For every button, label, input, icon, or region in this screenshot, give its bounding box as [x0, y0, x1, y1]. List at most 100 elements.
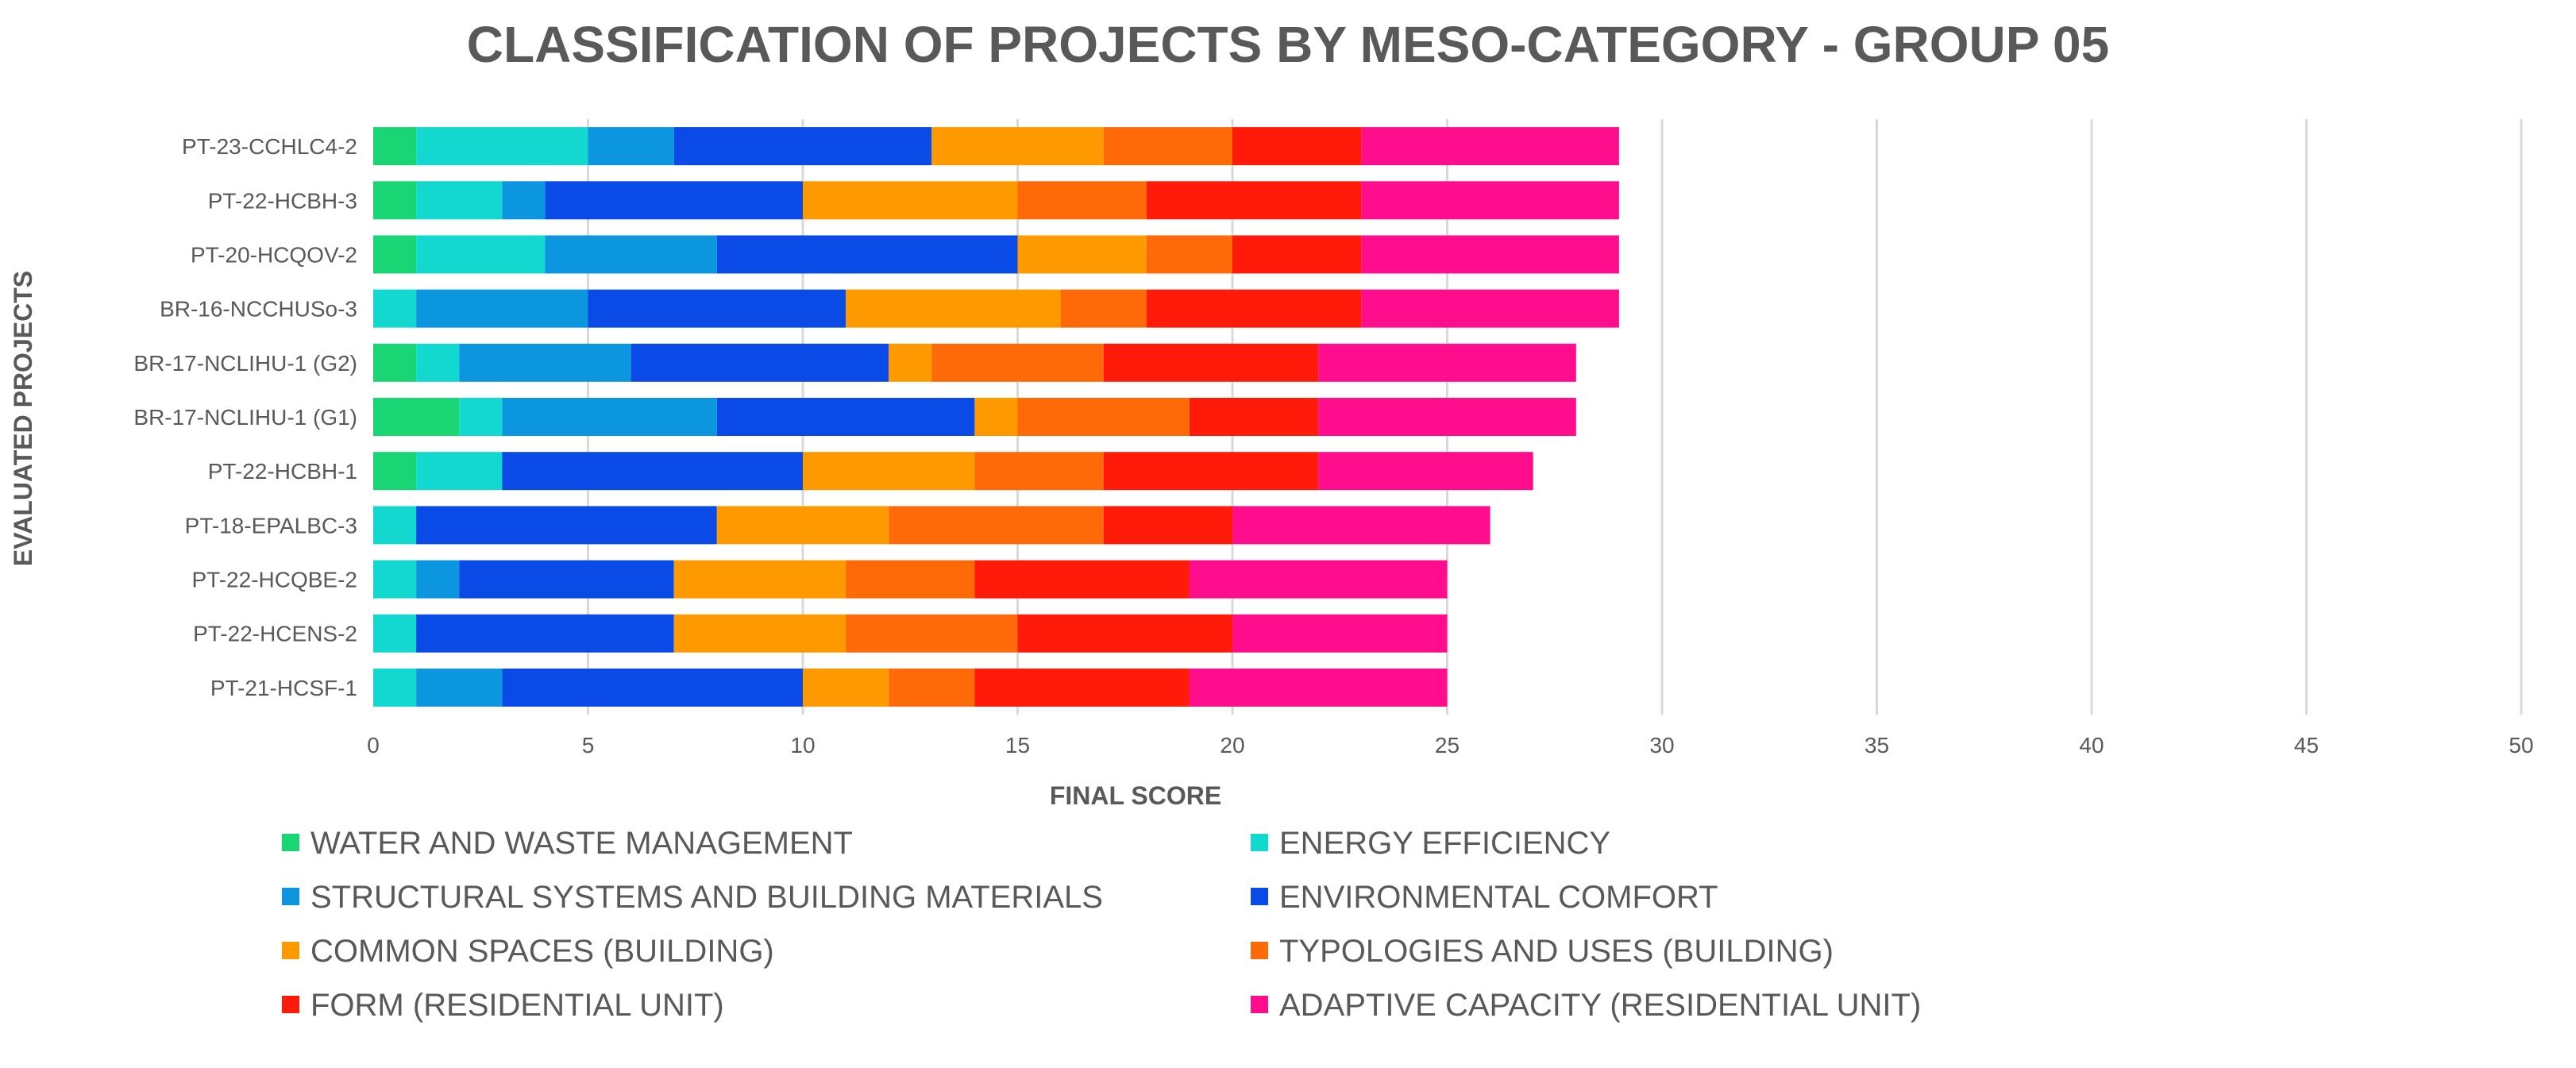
bar-segment-5-2 [416, 343, 460, 382]
category-label: PT-22-HCBH-3 [208, 188, 357, 213]
x-tick-label: 50 [2509, 733, 2533, 758]
bar-segment-2-5 [803, 181, 1018, 220]
category-label: BR-16-NCCHUSo-3 [160, 297, 357, 322]
bar-segment-2-7 [1146, 181, 1362, 220]
bar-segment-2-6 [1017, 181, 1147, 220]
bar-segment-7-8 [1318, 452, 1533, 491]
bar-segment-7-1 [373, 452, 417, 491]
bar-segment-6-7 [1189, 398, 1319, 436]
bar-segment-7-5 [803, 452, 975, 491]
bar-segment-10-8 [1232, 614, 1448, 653]
x-tick-labels: 0 5 10 15 20 25 30 35 40 45 50 [367, 733, 2533, 758]
bar-segment-4-7 [1146, 289, 1362, 328]
bar-segment-11-3 [416, 668, 503, 707]
bar-segment-7-4 [502, 452, 803, 491]
bar-segment-4-3 [416, 289, 588, 328]
legend-label: ADAPTIVE CAPACITY (RESIDENTIAL UNIT) [1279, 988, 1921, 1023]
bar-segment-8-7 [1103, 506, 1232, 545]
legend-swatch [1251, 888, 1268, 905]
bar-segment-6-5 [974, 398, 1018, 436]
bar-segment-8-2 [373, 506, 417, 545]
y-axis-title: EVALUATED PROJECTS [9, 271, 37, 566]
x-tick-label: 35 [1865, 733, 1889, 758]
bar-segment-1-1 [373, 127, 417, 166]
bar-segment-5-3 [459, 343, 631, 382]
bar-segment-9-7 [974, 560, 1190, 599]
bar-segment-1-7 [1232, 127, 1362, 166]
bar-segment-1-4 [673, 127, 932, 166]
bar-segment-11-5 [803, 668, 889, 707]
bar-segment-1-2 [416, 127, 588, 166]
category-label: PT-21-HCSF-1 [210, 676, 357, 700]
bar-segment-1-3 [588, 127, 674, 166]
bar-segment-9-4 [459, 560, 674, 599]
legend-label: ENERGY EFFICIENCY [1279, 826, 1610, 861]
bar-segment-8-5 [716, 506, 889, 545]
bar-segment-10-4 [416, 614, 674, 653]
bar-segment-1-8 [1361, 127, 1619, 166]
bar-segment-4-6 [1060, 289, 1147, 328]
legend-swatch [1251, 942, 1268, 959]
bar-segment-7-2 [416, 452, 503, 491]
bar-segment-7-6 [974, 452, 1104, 491]
bar-segment-8-8 [1232, 506, 1490, 545]
legend-label: WATER AND WASTE MANAGEMENT [310, 826, 853, 861]
bar-segment-6-1 [373, 398, 460, 436]
category-label: BR-17-NCLIHU-1 (G1) [133, 405, 357, 430]
bar-segment-6-2 [459, 398, 503, 436]
bar-segment-6-8 [1318, 398, 1576, 436]
legend-swatch [282, 942, 299, 959]
legend-swatch [282, 888, 299, 905]
bar-segment-9-6 [846, 560, 975, 599]
bar-segment-11-8 [1189, 668, 1448, 707]
bar-segment-9-3 [416, 560, 460, 599]
bar-segment-9-8 [1189, 560, 1448, 599]
category-label: PT-20-HCQOV-2 [191, 242, 357, 267]
legend-label: COMMON SPACES (BUILDING) [310, 934, 774, 969]
bar-segment-6-3 [502, 398, 717, 436]
x-tick-label: 25 [1435, 733, 1460, 758]
bar-segment-10-7 [1017, 614, 1232, 653]
x-tick-label: 15 [1005, 733, 1030, 758]
bar-segment-11-6 [889, 668, 975, 707]
bar-segment-2-1 [373, 181, 417, 220]
bars [373, 127, 1619, 707]
bar-segment-3-7 [1232, 235, 1362, 274]
bar-segment-7-7 [1103, 452, 1319, 491]
bar-segment-5-8 [1318, 343, 1576, 382]
x-tick-label: 20 [1220, 733, 1244, 758]
bar-segment-9-2 [373, 560, 417, 599]
category-label: PT-22-HCBH-1 [208, 459, 357, 484]
legend-label: ENVIRONMENTAL COMFORT [1279, 880, 1718, 915]
bar-segment-10-2 [373, 614, 417, 653]
bar-segment-10-5 [673, 614, 846, 653]
bar-segment-3-3 [545, 235, 717, 274]
bar-segment-6-4 [716, 398, 975, 436]
bar-segment-3-2 [416, 235, 546, 274]
bar-segment-10-6 [846, 614, 1018, 653]
bar-segment-8-6 [889, 506, 1104, 545]
bar-segment-3-6 [1146, 235, 1232, 274]
bar-segment-4-8 [1361, 289, 1619, 328]
legend-swatch [282, 996, 299, 1013]
bar-segment-6-6 [1017, 398, 1190, 436]
legend-label: STRUCTURAL SYSTEMS AND BUILDING MATERIAL… [310, 880, 1103, 915]
bar-segment-5-4 [631, 343, 889, 382]
bar-segment-3-1 [373, 235, 417, 274]
bar-segment-11-2 [373, 668, 417, 707]
x-tick-label: 10 [790, 733, 815, 758]
category-labels: PT-23-CCHLC4-2 PT-22-HCBH-3 PT-20-HCQOV-2 B… [133, 134, 357, 700]
bar-segment-4-4 [588, 289, 846, 328]
bar-segment-11-4 [502, 668, 803, 707]
bar-segment-3-8 [1361, 235, 1619, 274]
category-label: PT-22-HCENS-2 [193, 622, 357, 646]
x-tick-label: 45 [2294, 733, 2319, 758]
legend: WATER AND WASTE MANAGEMENT ENERGY EFFICIE… [282, 826, 1921, 1023]
bar-segment-5-5 [889, 343, 932, 382]
bar-segment-11-7 [974, 668, 1190, 707]
legend-swatch [1251, 996, 1268, 1013]
bar-segment-2-2 [416, 181, 503, 220]
category-label: PT-18-EPALBC-3 [185, 513, 357, 538]
legend-swatch [1251, 834, 1268, 851]
x-axis-title: FINAL SCORE [1050, 781, 1221, 810]
